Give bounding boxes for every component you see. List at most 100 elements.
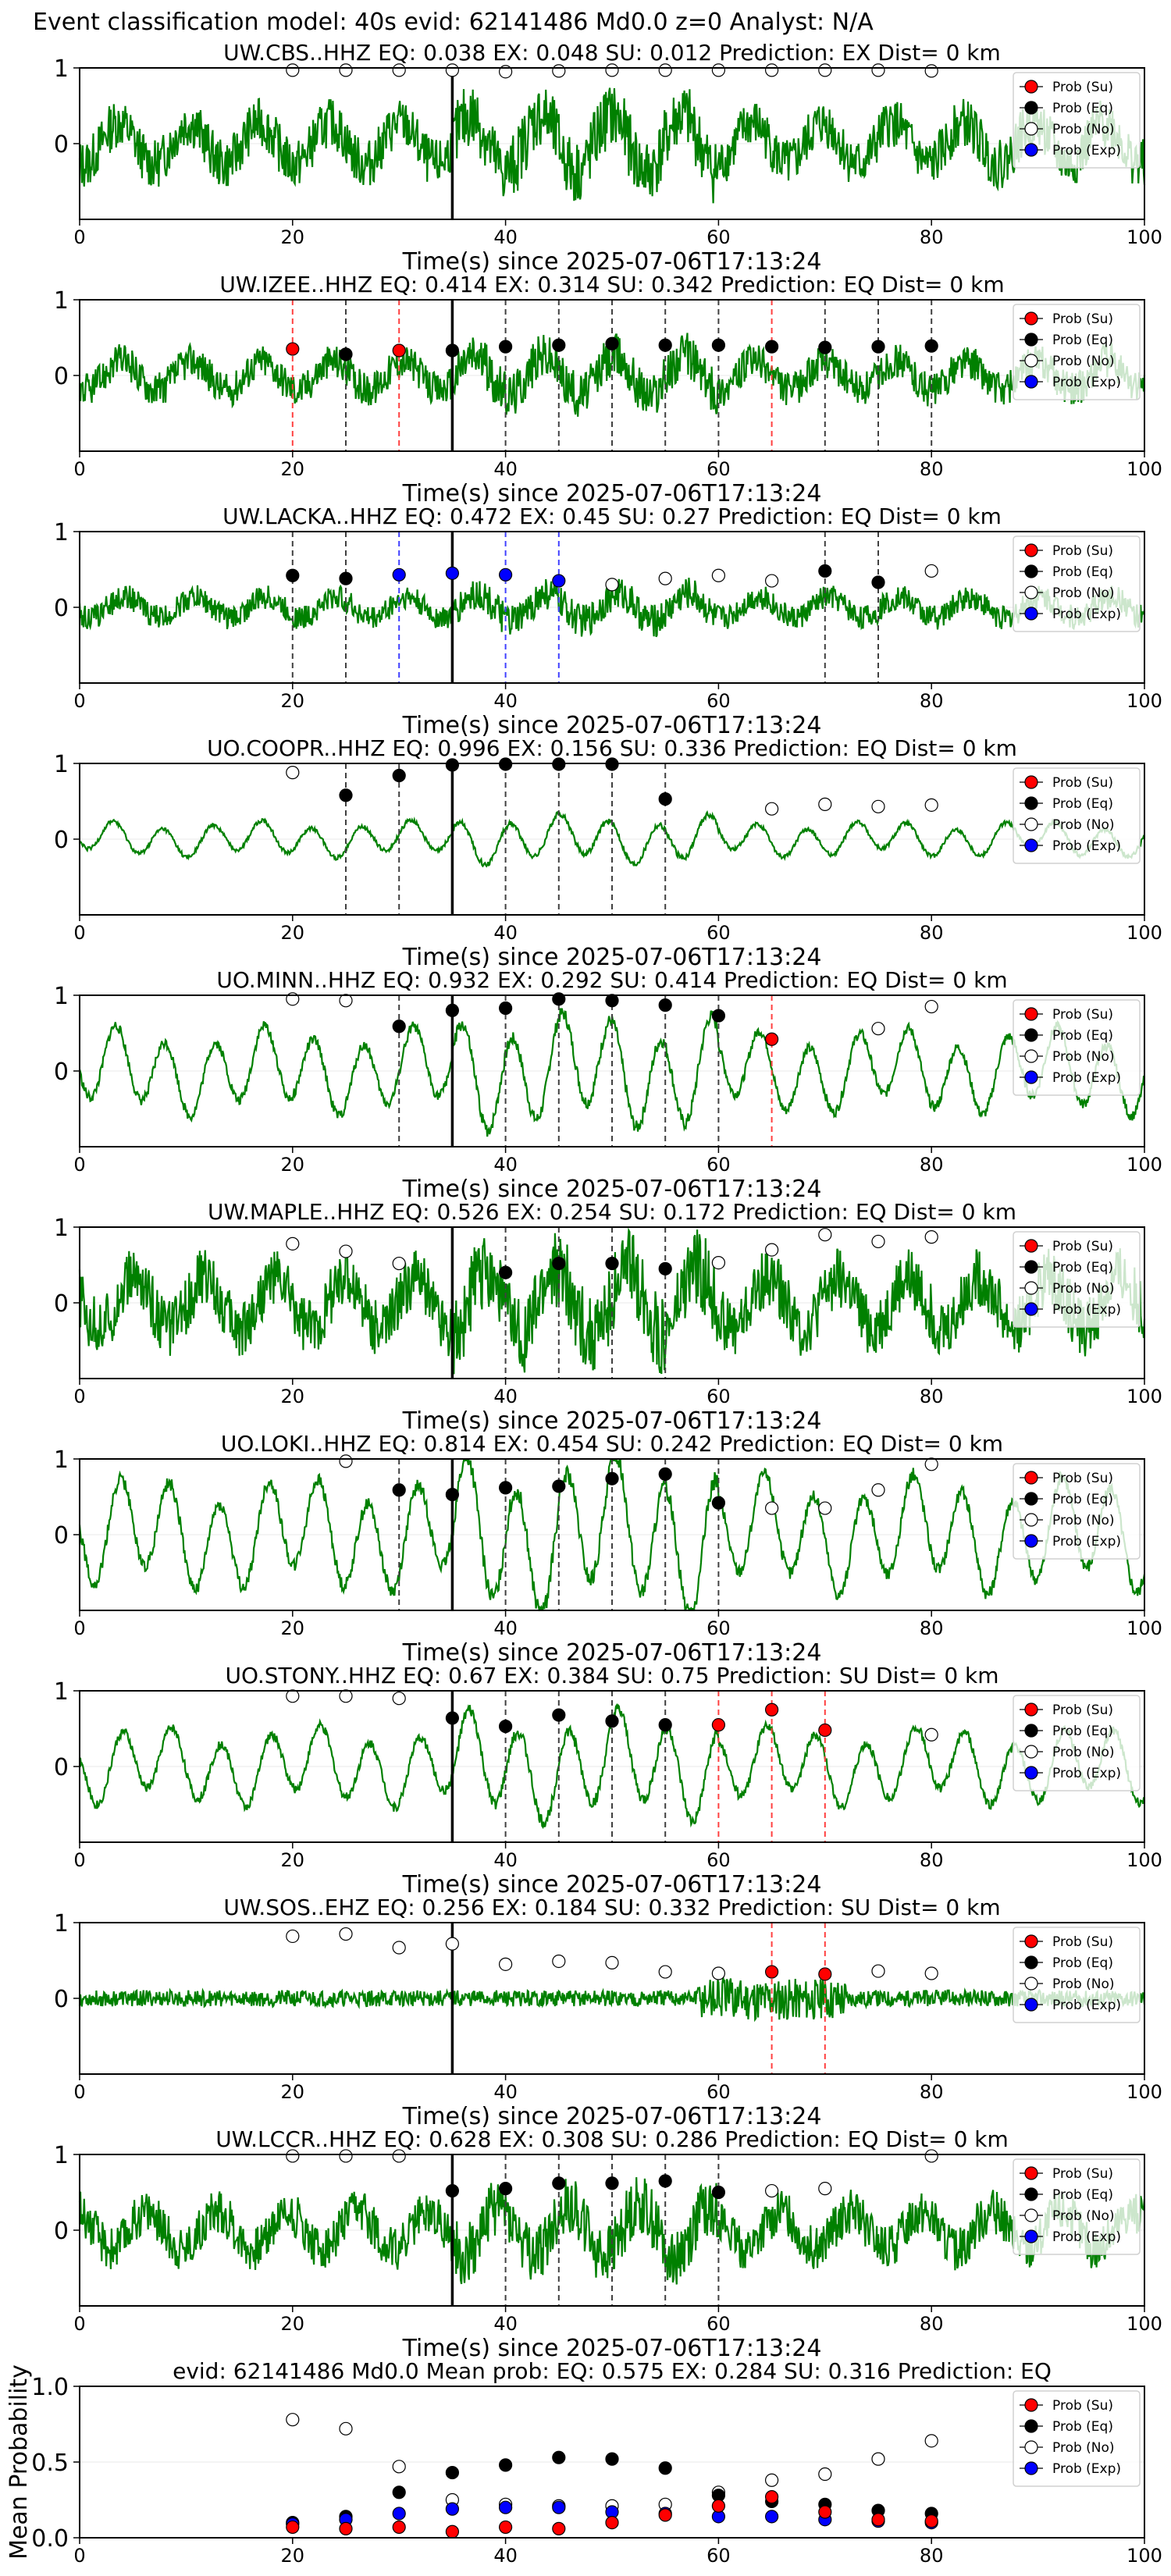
legend-marker-no xyxy=(1024,1049,1038,1063)
x-axis-label: Time(s) since 2025-07-06T17:13:24 xyxy=(402,1407,822,1435)
point-no xyxy=(924,1966,938,1980)
y-tick-label: 0 xyxy=(54,1522,69,1550)
x-tick-label: 20 xyxy=(281,1154,305,1176)
legend-marker-exp xyxy=(1024,1534,1038,1548)
point-eq xyxy=(658,792,672,806)
point-no xyxy=(711,1966,726,1980)
y-tick-label: 1.0 xyxy=(31,2374,69,2401)
point-eq xyxy=(658,1261,672,1276)
legend-marker-no xyxy=(1024,2208,1038,2222)
x-tick-label: 60 xyxy=(707,2545,731,2567)
legend-marker-su xyxy=(1024,80,1038,94)
point-eq xyxy=(498,1481,513,1495)
x-tick-label: 80 xyxy=(920,1849,944,1871)
legend-label: Prob (No) xyxy=(1052,354,1115,369)
y-tick-label: 1 xyxy=(54,519,69,546)
legend-label: Prob (Su) xyxy=(1052,1239,1113,1254)
point-no xyxy=(764,574,779,588)
point-no xyxy=(871,1483,885,1497)
point-no xyxy=(764,1243,779,1257)
y-tick-label: 0.5 xyxy=(31,2450,69,2477)
x-tick-label: 80 xyxy=(920,1386,944,1407)
point-eq xyxy=(498,2458,513,2472)
point-no xyxy=(339,2149,353,2163)
point-su xyxy=(764,1032,779,1046)
y-tick-label: 0.0 xyxy=(31,2525,69,2553)
x-tick-label: 0 xyxy=(73,922,85,944)
point-no xyxy=(711,1255,726,1270)
point-no xyxy=(764,2183,779,2198)
point-no xyxy=(339,1927,353,1941)
legend-label: Prob (Su) xyxy=(1052,80,1113,95)
point-exp xyxy=(498,568,513,582)
legend-label: Prob (Exp) xyxy=(1052,1070,1121,1086)
point-exp xyxy=(552,574,566,588)
legend-marker-exp xyxy=(1024,143,1038,157)
x-tick-label: 20 xyxy=(281,1617,305,1639)
point-su xyxy=(764,1703,779,1717)
y-axis-label: Mean Probability xyxy=(5,2364,33,2560)
point-no xyxy=(924,64,938,78)
legend-label: Prob (Eq) xyxy=(1052,2187,1113,2203)
legend-marker-su xyxy=(1024,543,1038,557)
legend-marker-no xyxy=(1024,1745,1038,1759)
legend-marker-eq xyxy=(1024,564,1038,578)
point-eq xyxy=(605,1471,619,1485)
x-tick-label: 80 xyxy=(920,2545,944,2567)
x-axis-label: Time(s) since 2025-07-06T17:13:24 xyxy=(402,480,822,507)
legend-label: Prob (Eq) xyxy=(1052,1492,1113,1507)
legend: Prob (Su) Prob (Eq) Prob (No) Prob (Exp) xyxy=(1013,999,1141,1096)
legend: Prob (Su) Prob (Eq) Prob (No) Prob (Exp) xyxy=(1013,2158,1141,2255)
point-exp xyxy=(498,2500,513,2514)
y-tick-label: 1 xyxy=(54,1215,69,1242)
legend-marker-eq xyxy=(1024,2419,1038,2433)
panel-title: UO.STONY..HHZ EQ: 0.67 EX: 0.384 SU: 0.7… xyxy=(225,1663,998,1688)
legend-marker-eq xyxy=(1024,2187,1038,2201)
point-no xyxy=(924,1230,938,1244)
x-tick-label: 20 xyxy=(281,226,305,248)
point-eq xyxy=(445,1711,460,1725)
point-no xyxy=(286,63,300,77)
legend-marker-exp xyxy=(1024,2229,1038,2243)
x-tick-label: 60 xyxy=(707,922,731,944)
y-tick-label: 1 xyxy=(54,983,69,1010)
x-tick-label: 80 xyxy=(920,690,944,712)
legend-label: Prob (Eq) xyxy=(1052,333,1113,348)
point-su xyxy=(818,1723,832,1738)
point-eq xyxy=(392,1483,406,1497)
x-tick-label: 60 xyxy=(707,2081,731,2103)
point-no xyxy=(818,1501,832,1515)
x-tick-label: 60 xyxy=(707,1849,731,1871)
point-eq xyxy=(711,1009,726,1023)
point-no xyxy=(286,766,300,780)
x-tick-label: 20 xyxy=(281,2081,305,2103)
point-no xyxy=(818,2467,832,2482)
figure-suptitle: Event classification model: 40s evid: 62… xyxy=(33,9,874,36)
x-tick-label: 0 xyxy=(73,2313,85,2335)
panel-title: UW.CBS..HHZ EQ: 0.038 EX: 0.048 SU: 0.01… xyxy=(223,40,1001,66)
legend-label: Prob (No) xyxy=(1052,585,1115,601)
x-tick-label: 100 xyxy=(1127,2313,1162,2335)
point-no xyxy=(871,799,885,813)
point-no xyxy=(498,1957,513,1971)
x-tick-label: 100 xyxy=(1127,1617,1162,1639)
point-eq xyxy=(605,1256,619,1271)
legend-label: Prob (Exp) xyxy=(1052,2461,1121,2477)
x-tick-label: 100 xyxy=(1127,1386,1162,1407)
legend: Prob (Su) Prob (Eq) Prob (No) Prob (Exp) xyxy=(1013,1927,1141,2023)
legend-marker-su xyxy=(1024,775,1038,789)
point-no xyxy=(818,2182,832,2196)
panel-uw-sos--ehz: UW.SOS..EHZ EQ: 0.256 EX: 0.184 SU: 0.33… xyxy=(54,1895,1162,2130)
point-eq xyxy=(871,340,885,354)
panel-title: evid: 62141486 Md0.0 Mean prob: EQ: 0.57… xyxy=(173,2358,1052,2384)
x-tick-label: 80 xyxy=(920,2313,944,2335)
x-tick-label: 0 xyxy=(73,1617,85,1639)
legend-marker-no xyxy=(1024,1976,1038,1991)
point-no xyxy=(552,64,566,78)
point-exp xyxy=(392,2507,406,2521)
panel-title: UW.MAPLE..HHZ EQ: 0.526 EX: 0.254 SU: 0.… xyxy=(208,1199,1016,1225)
point-no xyxy=(871,1022,885,1036)
point-no xyxy=(552,1954,566,1969)
point-eq xyxy=(605,2452,619,2466)
